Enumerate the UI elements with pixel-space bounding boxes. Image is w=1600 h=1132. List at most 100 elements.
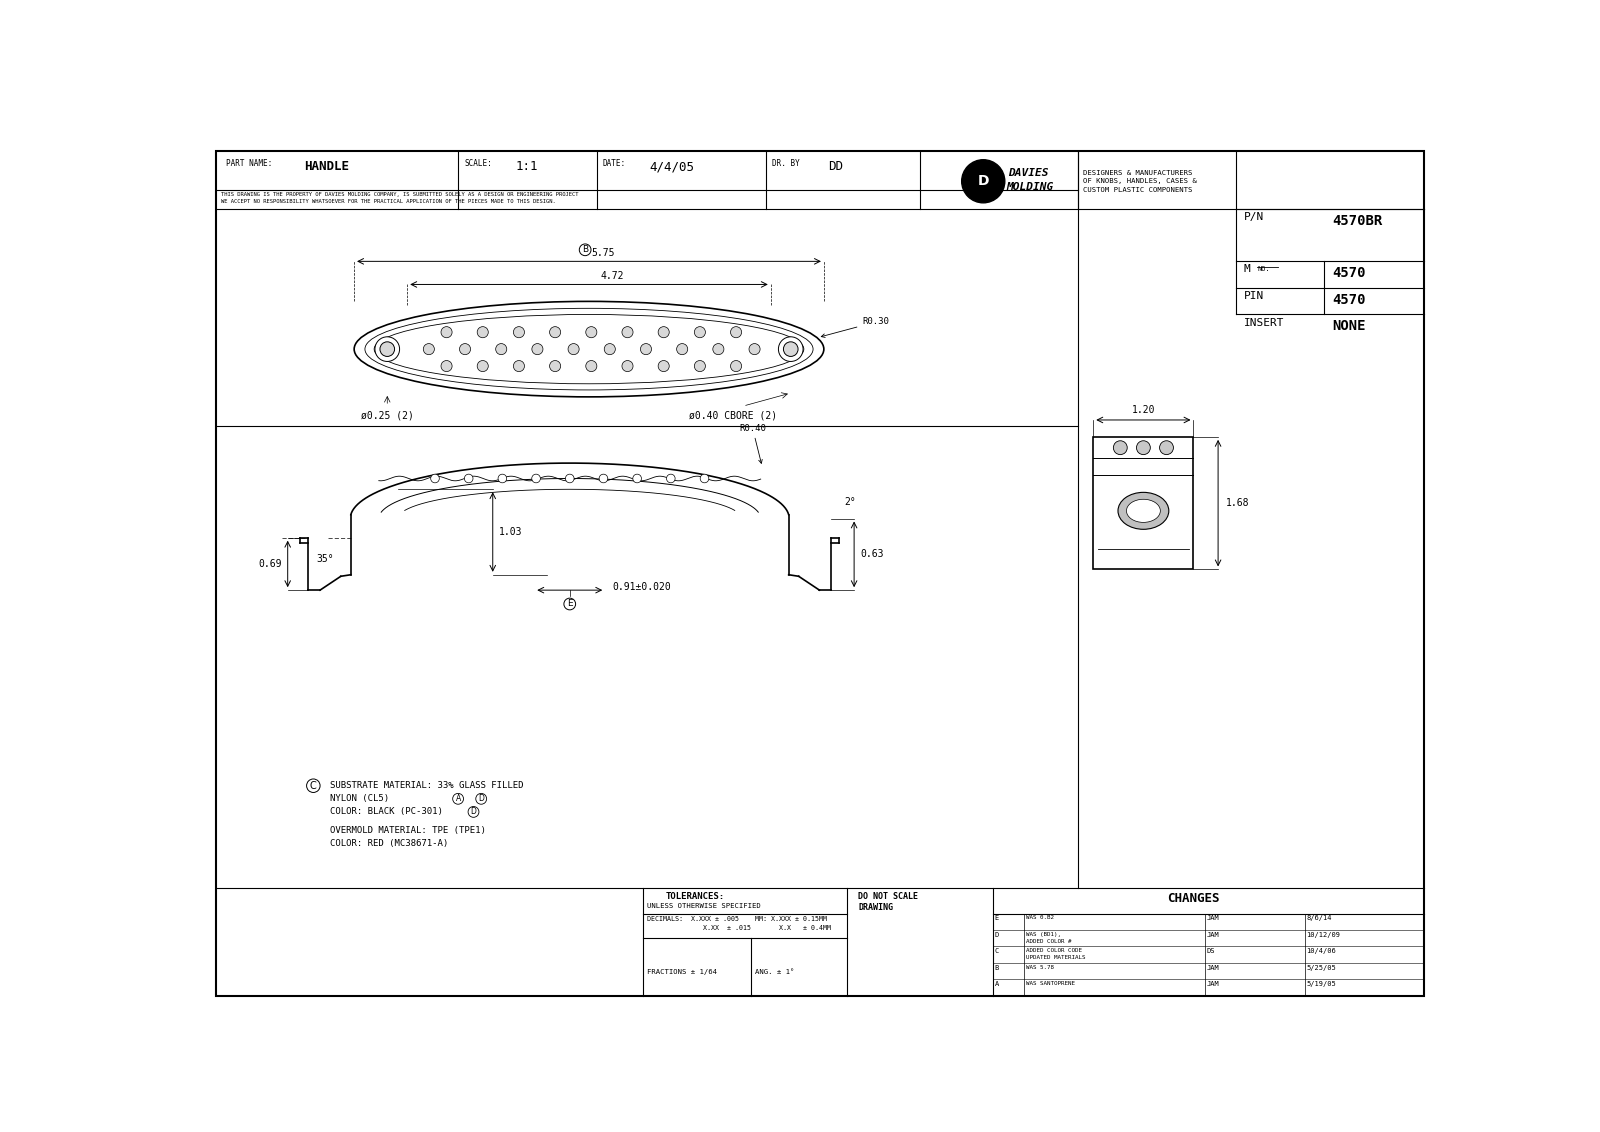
Text: B: B [995, 964, 998, 970]
Ellipse shape [549, 360, 560, 371]
Text: 1.68: 1.68 [1226, 498, 1250, 508]
Text: DECIMALS:  X.XXX ± .005: DECIMALS: X.XXX ± .005 [646, 916, 739, 921]
Ellipse shape [586, 327, 597, 337]
Text: 10/4/06: 10/4/06 [1307, 947, 1336, 954]
Ellipse shape [694, 360, 706, 371]
Text: B: B [582, 246, 589, 255]
Text: D: D [978, 174, 989, 188]
Ellipse shape [667, 474, 675, 483]
Text: FRACTIONS ± 1/64: FRACTIONS ± 1/64 [646, 969, 717, 975]
Ellipse shape [779, 337, 803, 361]
Text: D: D [470, 807, 477, 816]
Text: 1:1: 1:1 [515, 161, 538, 173]
Text: 4570: 4570 [1333, 266, 1365, 280]
Ellipse shape [531, 344, 542, 354]
Text: WAS (BD1),: WAS (BD1), [1026, 932, 1061, 936]
Text: 5/25/05: 5/25/05 [1307, 964, 1336, 970]
Text: COLOR: RED (MC38671-A): COLOR: RED (MC38671-A) [330, 839, 448, 848]
Text: SCALE:: SCALE: [464, 158, 493, 168]
Text: 1.20: 1.20 [1131, 404, 1155, 414]
Text: 35°: 35° [317, 555, 334, 565]
Bar [1093, 437, 1194, 569]
Text: INSERT: INSERT [1243, 318, 1283, 327]
Text: NO.: NO. [1258, 266, 1270, 272]
Ellipse shape [379, 342, 395, 357]
Text: DO NOT SCALE: DO NOT SCALE [859, 892, 918, 901]
Ellipse shape [464, 474, 474, 483]
Text: D: D [478, 795, 485, 804]
Ellipse shape [496, 344, 507, 354]
Ellipse shape [784, 342, 798, 357]
Ellipse shape [565, 474, 574, 483]
Text: DESIGNERS & MANUFACTURERS: DESIGNERS & MANUFACTURERS [1083, 170, 1192, 175]
Ellipse shape [714, 344, 723, 354]
Ellipse shape [701, 474, 709, 483]
Text: JAM: JAM [1206, 915, 1219, 921]
Text: WAS 5.78: WAS 5.78 [1026, 964, 1053, 969]
Text: ADDED COLOR CODE: ADDED COLOR CODE [1026, 947, 1082, 953]
Text: 0.63: 0.63 [861, 549, 883, 559]
Text: HANDLE: HANDLE [304, 161, 349, 173]
Text: ADDED COLOR #: ADDED COLOR # [1026, 938, 1070, 944]
Text: JAM: JAM [1206, 964, 1219, 970]
Text: SUBSTRATE MATERIAL: 33% GLASS FILLED: SUBSTRATE MATERIAL: 33% GLASS FILLED [330, 781, 523, 790]
Text: 0.69: 0.69 [258, 559, 282, 569]
Text: DS: DS [1206, 947, 1214, 954]
Text: 0.91±0.020: 0.91±0.020 [613, 582, 670, 592]
Text: D: D [995, 932, 998, 937]
Text: 5/19/05: 5/19/05 [1307, 981, 1336, 987]
Ellipse shape [459, 344, 470, 354]
Text: CUSTOM PLASTIC COMPONENTS: CUSTOM PLASTIC COMPONENTS [1083, 187, 1192, 192]
Ellipse shape [1136, 440, 1150, 455]
Text: P/N: P/N [1243, 212, 1264, 222]
Text: E: E [995, 915, 998, 921]
Text: 4.72: 4.72 [600, 271, 624, 281]
Text: THIS DRAWING IS THE PROPERTY OF DAVIES MOLDING COMPANY, IS SUBMITTED SOLELY AS A: THIS DRAWING IS THE PROPERTY OF DAVIES M… [221, 192, 579, 197]
Ellipse shape [586, 360, 597, 371]
Text: PART NAME:: PART NAME: [226, 158, 272, 168]
Ellipse shape [514, 360, 525, 371]
Ellipse shape [374, 337, 400, 361]
Ellipse shape [731, 360, 742, 371]
Circle shape [962, 160, 1005, 203]
Text: DAVIES: DAVIES [1008, 168, 1048, 178]
Text: OF KNOBS, HANDLES, CASES &: OF KNOBS, HANDLES, CASES & [1083, 178, 1197, 185]
Ellipse shape [430, 474, 440, 483]
Ellipse shape [634, 474, 642, 483]
Text: 10/12/09: 10/12/09 [1307, 932, 1341, 937]
Text: TOLERANCES:: TOLERANCES: [666, 892, 725, 901]
Ellipse shape [694, 327, 706, 337]
Ellipse shape [442, 360, 453, 371]
Ellipse shape [424, 344, 434, 354]
Ellipse shape [1118, 492, 1170, 530]
Text: DD: DD [827, 161, 843, 173]
Ellipse shape [622, 327, 634, 337]
Ellipse shape [1160, 440, 1173, 455]
Ellipse shape [498, 474, 507, 483]
Text: E: E [566, 600, 573, 609]
Text: OVERMOLD MATERIAL: TPE (TPE1): OVERMOLD MATERIAL: TPE (TPE1) [330, 826, 486, 835]
Text: CHANGES: CHANGES [1166, 892, 1219, 904]
Text: NONE: NONE [1333, 319, 1365, 333]
Text: MM: X.XXX ± 0.15MM: MM: X.XXX ± 0.15MM [755, 916, 827, 921]
Ellipse shape [477, 360, 488, 371]
Text: 4570BR: 4570BR [1333, 214, 1382, 229]
Ellipse shape [605, 344, 616, 354]
Text: ø0.25 (2): ø0.25 (2) [362, 411, 414, 421]
Text: ø0.40 CBORE (2): ø0.40 CBORE (2) [690, 411, 778, 421]
Text: R0.40: R0.40 [739, 423, 766, 463]
Text: NYLON (CL5): NYLON (CL5) [330, 795, 389, 804]
Text: WAS SANTOPRENE: WAS SANTOPRENE [1026, 981, 1075, 986]
Text: R0.30: R0.30 [821, 317, 890, 337]
Text: PIN: PIN [1243, 291, 1264, 301]
Text: X.X   ± 0.4MM: X.X ± 0.4MM [755, 925, 830, 932]
Text: WE ACCEPT NO RESPONSIBILITY WHATSOEVER FOR THE PRACTICAL APPLICATION OF THE PIEC: WE ACCEPT NO RESPONSIBILITY WHATSOEVER F… [221, 199, 555, 204]
Text: 1.03: 1.03 [499, 528, 523, 537]
Ellipse shape [622, 360, 634, 371]
Text: COLOR: BLACK (PC-301): COLOR: BLACK (PC-301) [330, 807, 443, 816]
Text: UPDATED MATERIALS: UPDATED MATERIALS [1026, 955, 1085, 960]
Text: DR. BY: DR. BY [773, 158, 800, 168]
Ellipse shape [477, 327, 488, 337]
Ellipse shape [731, 327, 742, 337]
Ellipse shape [514, 327, 525, 337]
